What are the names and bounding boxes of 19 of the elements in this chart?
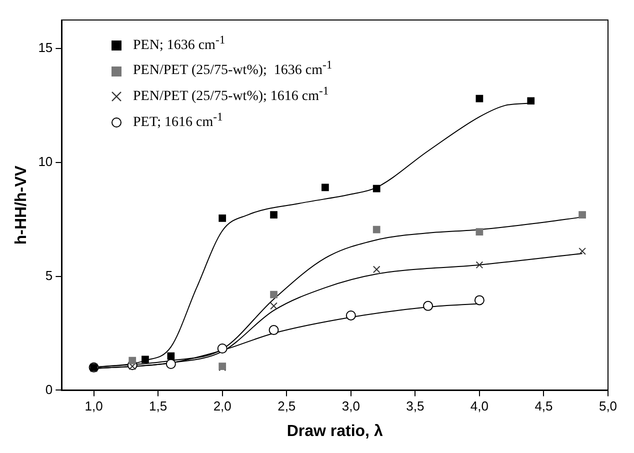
- x-tick-label: 1,0: [84, 398, 103, 414]
- x-tick-label: 3,5: [406, 398, 424, 414]
- legend-label: PEN/PET (25/75-wt%); 1616 cm$^{-1}$: [133, 84, 329, 104]
- y-tick-label: 0: [45, 382, 53, 397]
- x-axis-title: Draw ratio, λ: [286, 422, 383, 440]
- y-tick-label: 15: [38, 40, 53, 56]
- y-axis-title: h-HH/h-VV: [13, 165, 30, 245]
- x-tick-label: 4,5: [534, 398, 553, 414]
- x-tick-label: 4,0: [470, 398, 488, 414]
- y-tick-label: 10: [38, 154, 53, 169]
- x-tick-label: 2,0: [213, 398, 232, 414]
- legend-label: PEN/PET (25/75-wt%); 1636 cm$^{-1}$: [133, 58, 332, 78]
- y-tick-label: 5: [45, 268, 53, 283]
- x-tick-label: 1,5: [149, 398, 168, 414]
- x-tick-label: 2,5: [278, 398, 296, 414]
- legend-label: PET; 1616 cm$^{-1}$: [133, 110, 223, 130]
- x-tick-label: 3,0: [342, 398, 360, 414]
- x-tick-label: 5,0: [598, 398, 618, 414]
- legend-label: PEN; 1636 cm$^{-1}$: [133, 33, 226, 53]
